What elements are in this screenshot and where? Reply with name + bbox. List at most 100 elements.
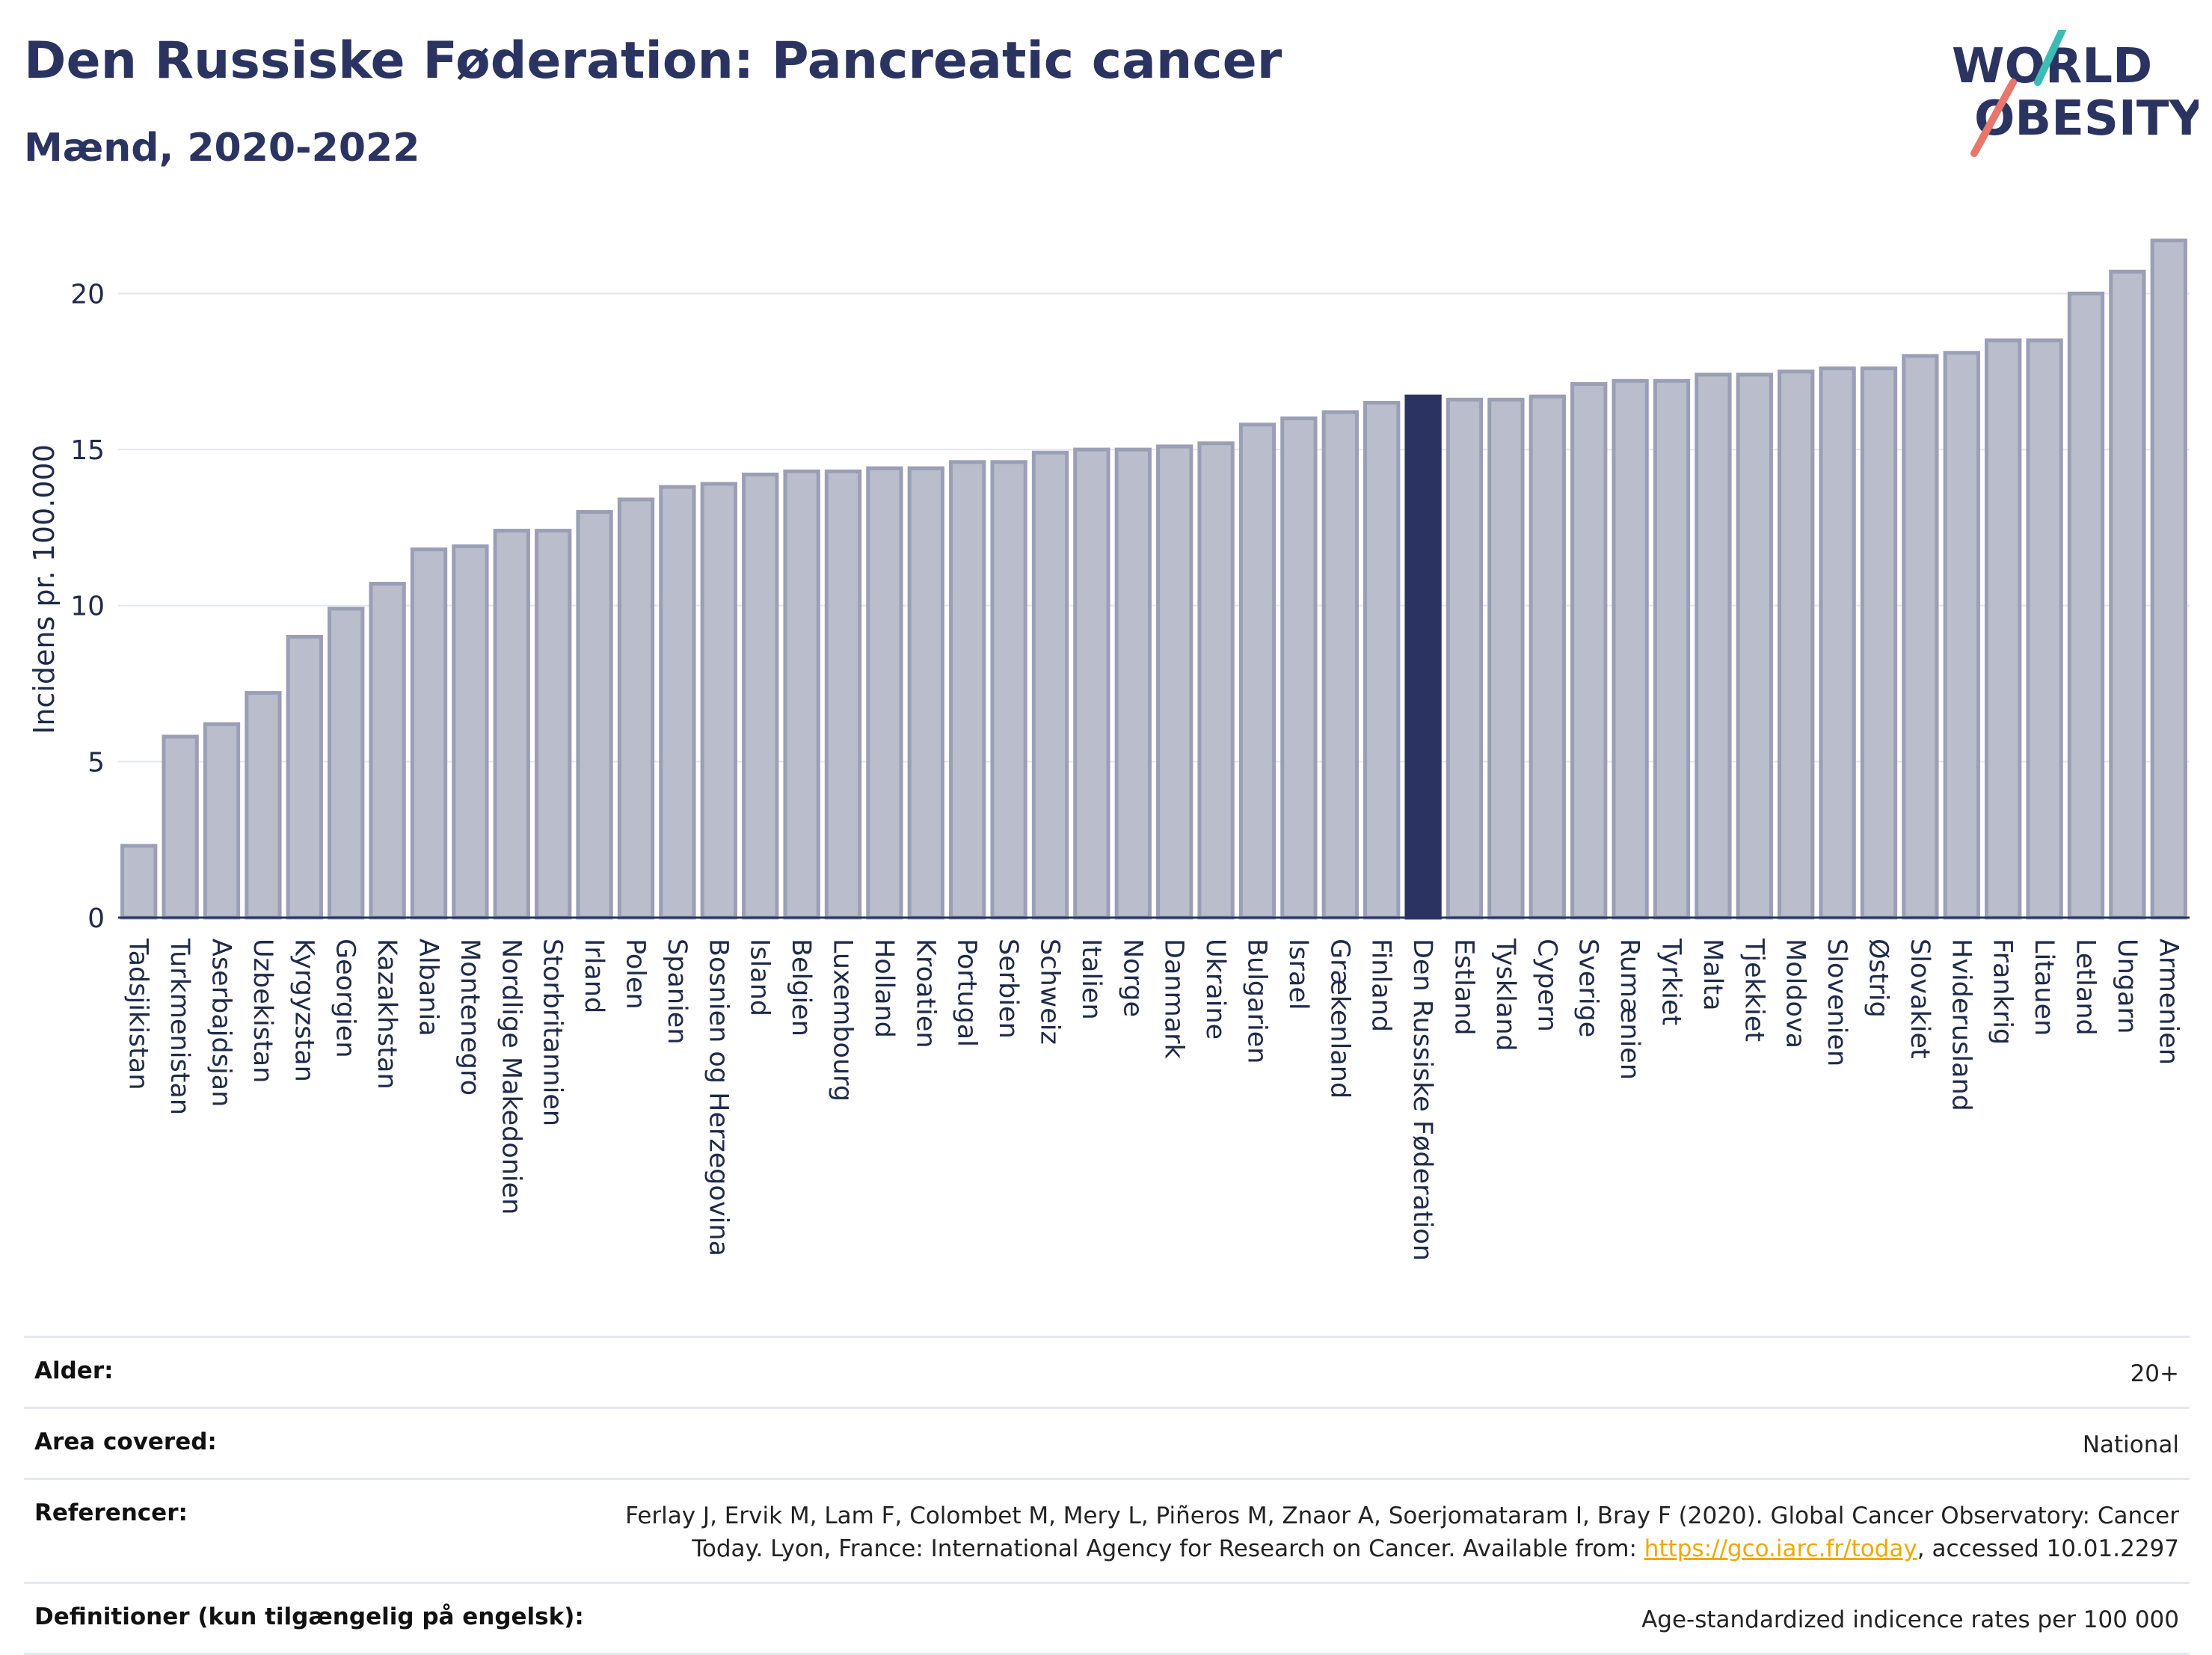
bar-israel: [1280, 416, 1318, 920]
meta-value: 20+: [2130, 1360, 2179, 1387]
x-tick-label: Hviderusland: [1946, 939, 1976, 1111]
meta-row-references: Referencer: Ferlay J, Ervik M, Lam F, Co…: [24, 1478, 2190, 1582]
logo-line2: OBESITY: [1974, 91, 2199, 147]
tick-labels: 0 5 10 15 20 Tadsjikistan Turkmenistan Aserbajd…: [70, 279, 2183, 1261]
x-tick-label: Norge: [1117, 939, 1147, 1017]
x-tick-label: Storbritannien: [538, 939, 568, 1126]
meta-label: Area covered:: [34, 1428, 217, 1455]
bar-slovenien: [1819, 366, 1856, 920]
bar-bosnien-og-herzegovina: [700, 482, 737, 920]
bar-schweiz: [1031, 450, 1069, 920]
bar-portugal: [949, 460, 986, 920]
bar-litauen: [2026, 338, 2063, 920]
bar-albania: [410, 547, 448, 920]
y-axis-label: Incidens pr. 100.000: [28, 444, 61, 734]
logo-coral-slash: [1970, 79, 2017, 157]
x-tick-label: Ukraine: [1200, 939, 1230, 1040]
x-tick-label: Israel: [1283, 939, 1313, 1010]
x-tick-label: Turkmenistan: [165, 938, 194, 1115]
bar-italien: [1073, 447, 1110, 920]
bar-aserbajdsjan: [203, 722, 241, 920]
bar-montenegro: [452, 544, 489, 920]
bar-østrig: [1860, 366, 1898, 920]
x-tick-label: Slovenien: [1822, 939, 1852, 1066]
x-tick-label: Luxembourg: [828, 939, 858, 1102]
x-tick-label: Den Russiske Føderation: [1407, 939, 1437, 1261]
bar-georgien: [328, 607, 365, 920]
reference-accessed: , accessed 10.01.2297: [1917, 1535, 2179, 1562]
bar-tyskland: [1487, 397, 1525, 920]
bar-slovakiet: [1902, 354, 1939, 920]
bar-hviderusland: [1943, 351, 1980, 920]
y-tick-label: 10: [70, 592, 105, 622]
meta-label: Definitioner (kun tilgængelig på engelsk…: [34, 1603, 584, 1630]
bar-kyrgyzstan: [286, 634, 323, 920]
bar-island: [742, 472, 779, 920]
bar-spanien: [659, 485, 696, 920]
meta-label: Alder:: [34, 1357, 114, 1384]
bar-storbritannien: [535, 529, 572, 920]
bar-tjekkiet: [1736, 372, 1773, 920]
bar-estland: [1446, 397, 1484, 920]
bar-luxembourg: [824, 469, 862, 920]
x-tick-label: Østrig: [1864, 939, 1893, 1018]
y-tick-label: 0: [87, 903, 105, 934]
meta-value-references: Ferlay J, Ervik M, Lam F, Colombet M, Me…: [609, 1499, 2179, 1565]
meta-row-definitions: Definitioner (kun tilgængelig på engelsk…: [24, 1582, 2190, 1655]
bar-kroatien: [907, 466, 944, 920]
bar-sverige: [1570, 381, 1608, 920]
bar-serbien: [990, 460, 1027, 920]
x-tick-label: Finland: [1366, 939, 1396, 1032]
bar-danmark: [1156, 444, 1193, 920]
x-tick-label: Litauen: [2029, 939, 2059, 1036]
x-tick-label: Tyrkiet: [1656, 938, 1686, 1025]
bar-kazakhstan: [369, 582, 406, 920]
x-tick-label: Kyrgyzstan: [289, 939, 319, 1082]
meta-label: Referencer:: [34, 1499, 188, 1526]
x-tick-label: Aserbajdsjan: [206, 939, 236, 1107]
x-tick-label: Malta: [1698, 939, 1727, 1011]
x-tick-label: Estland: [1449, 939, 1479, 1036]
meta-value: Age-standardized indicence rates per 100…: [1641, 1606, 2179, 1633]
x-tick-label: Belgien: [786, 939, 816, 1037]
x-tick-label: Grækenland: [1324, 939, 1354, 1099]
x-tick-label: Kazakhstan: [372, 939, 402, 1090]
x-tick-label: Island: [745, 939, 775, 1016]
x-tick-label: Montenegro: [455, 939, 485, 1096]
bar-bulgarien: [1238, 423, 1276, 920]
x-tick-label: Tjekkiet: [1739, 938, 1769, 1042]
bar-tyrkiet: [1653, 378, 1691, 920]
world-obesity-logo: WORLD OBESITY: [1952, 30, 2199, 157]
page-title: Den Russiske Føderation: Pancreatic canc…: [24, 31, 1282, 90]
y-tick-label: 5: [87, 747, 105, 778]
meta-row-area: Area covered: National: [24, 1407, 2190, 1478]
bar-finland: [1363, 401, 1401, 920]
x-tick-label: Moldova: [1781, 939, 1810, 1048]
y-tick-label: 20: [70, 279, 105, 310]
bar-ukraine: [1197, 441, 1235, 920]
x-tick-label: Irland: [579, 939, 609, 1013]
bar-rumænien: [1612, 378, 1649, 920]
x-tick-label: Albania: [414, 939, 443, 1037]
bar-belgien: [783, 469, 820, 920]
bars: [120, 239, 2187, 920]
x-tick-label: Bosnien og Herzegovina: [703, 939, 733, 1256]
bar-uzbekistan: [245, 691, 282, 920]
bar-norge: [1114, 447, 1152, 920]
x-tick-label: Tyskland: [1490, 938, 1520, 1051]
bar-irland: [576, 510, 613, 920]
x-tick-label: Serbien: [993, 939, 1023, 1039]
bar-turkmenistan: [162, 734, 199, 920]
x-tick-label: Italien: [1076, 939, 1106, 1020]
bar-frankrig: [1985, 338, 2022, 920]
bar-moldova: [1778, 369, 1815, 920]
x-tick-label: Nordlige Makedonien: [496, 939, 526, 1215]
bar-malta: [1695, 372, 1732, 920]
y-tick-label: 15: [70, 435, 105, 466]
x-tick-label: Ungarn: [2112, 939, 2142, 1034]
x-tick-label: Georgien: [331, 939, 360, 1058]
x-tick-label: Schweiz: [1035, 939, 1065, 1045]
reference-link[interactable]: https://gco.iarc.fr/today: [1644, 1535, 1917, 1562]
x-tick-label: Spanien: [662, 939, 692, 1045]
x-tick-label: Armenien: [2153, 939, 2183, 1065]
